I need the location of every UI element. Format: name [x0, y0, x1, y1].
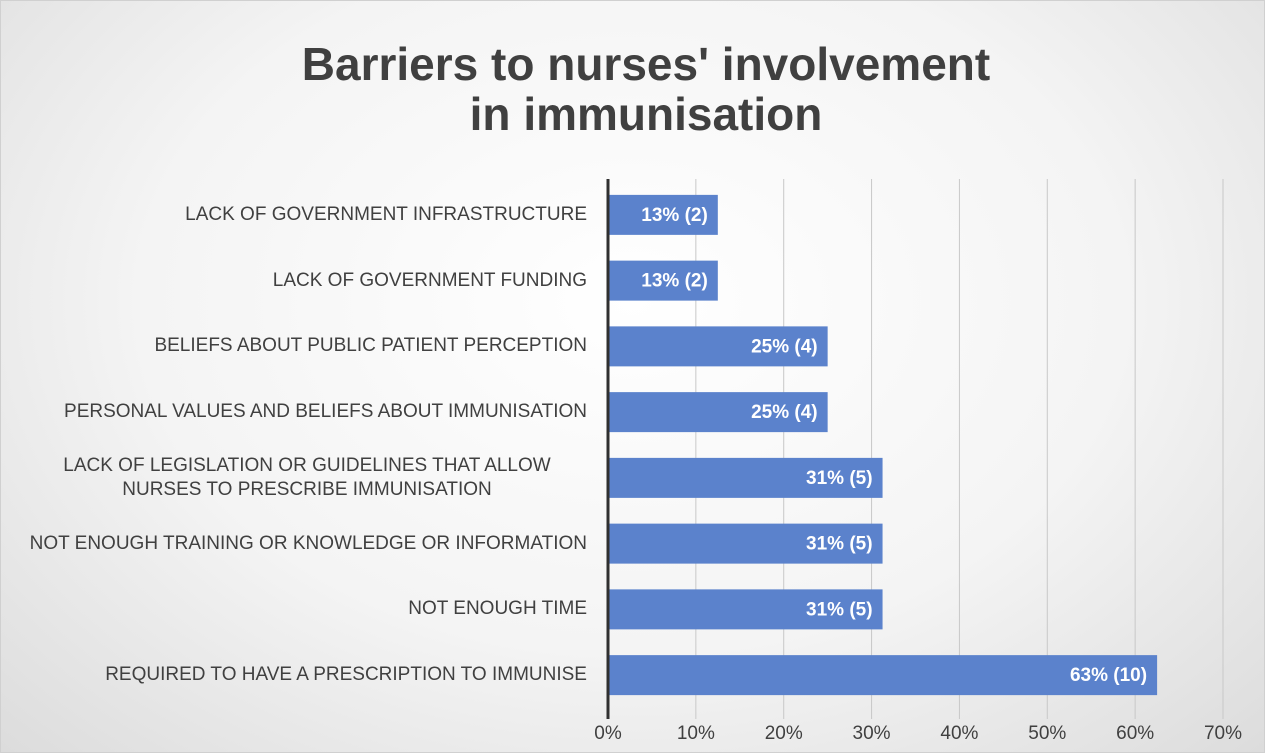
data-label: 25% (4): [751, 336, 818, 357]
y-tick-label: LACK OF GOVERNMENT INFRASTRUCTURE: [7, 203, 587, 227]
bar: [608, 326, 828, 367]
y-tick-text: PERSONAL VALUES AND BELIEFS ABOUT IMMUNI…: [64, 401, 587, 423]
x-tick-label: 10%: [677, 723, 715, 744]
y-tick-text: LACK OF LEGISLATION OR GUIDELINES THAT A…: [63, 454, 551, 500]
bar: [608, 392, 828, 433]
x-tick-label: 40%: [940, 723, 978, 744]
data-label: 31% (5): [806, 468, 873, 489]
bar: [608, 457, 883, 498]
bar: [608, 194, 718, 235]
y-tick-text: LACK OF GOVERNMENT INFRASTRUCTURE: [185, 203, 587, 225]
x-tick-label: 30%: [853, 723, 891, 744]
y-tick-label: LACK OF GOVERNMENT FUNDING: [7, 269, 587, 293]
bar: [608, 523, 883, 564]
x-tick-label: 50%: [1028, 723, 1066, 744]
y-tick-text: LACK OF GOVERNMENT FUNDING: [272, 269, 587, 291]
x-tick-label: 60%: [1116, 723, 1154, 744]
y-tick-text: BELIEFS ABOUT PUBLIC PATIENT PERCEPTION: [154, 335, 587, 357]
chart-title: Barriers to nurses' involvement in immun…: [301, 38, 991, 140]
data-label: 13% (2): [641, 205, 708, 226]
y-tick-text: NOT ENOUGH TRAINING OR KNOWLEDGE OR INFO…: [29, 532, 587, 554]
y-tick-label: LACK OF LEGISLATION OR GUIDELINES THAT A…: [7, 454, 587, 502]
y-tick-text: NOT ENOUGH TIME: [408, 598, 587, 620]
y-tick-label: NOT ENOUGH TIME: [7, 597, 587, 621]
y-tick-label: REQUIRED TO HAVE A PRESCRIPTION TO IMMUN…: [7, 663, 587, 687]
y-tick-label: BELIEFS ABOUT PUBLIC PATIENT PERCEPTION: [7, 334, 587, 358]
y-tick-text: REQUIRED TO HAVE A PRESCRIPTION TO IMMUN…: [105, 664, 587, 686]
x-tick-label: 70%: [1204, 723, 1242, 744]
data-label: 31% (5): [806, 534, 873, 555]
bar: [608, 589, 883, 630]
data-label: 25% (4): [751, 402, 818, 423]
data-label: 31% (5): [806, 599, 873, 620]
y-tick-label: PERSONAL VALUES AND BELIEFS ABOUT IMMUNI…: [7, 400, 587, 424]
data-label: 63% (10): [1070, 665, 1147, 686]
x-tick-label: 20%: [765, 723, 803, 744]
x-tick-label: 0%: [594, 723, 622, 744]
data-label: 13% (2): [641, 271, 708, 292]
bar: [608, 260, 718, 301]
y-tick-label: NOT ENOUGH TRAINING OR KNOWLEDGE OR INFO…: [7, 532, 587, 556]
bar: [608, 655, 1158, 696]
